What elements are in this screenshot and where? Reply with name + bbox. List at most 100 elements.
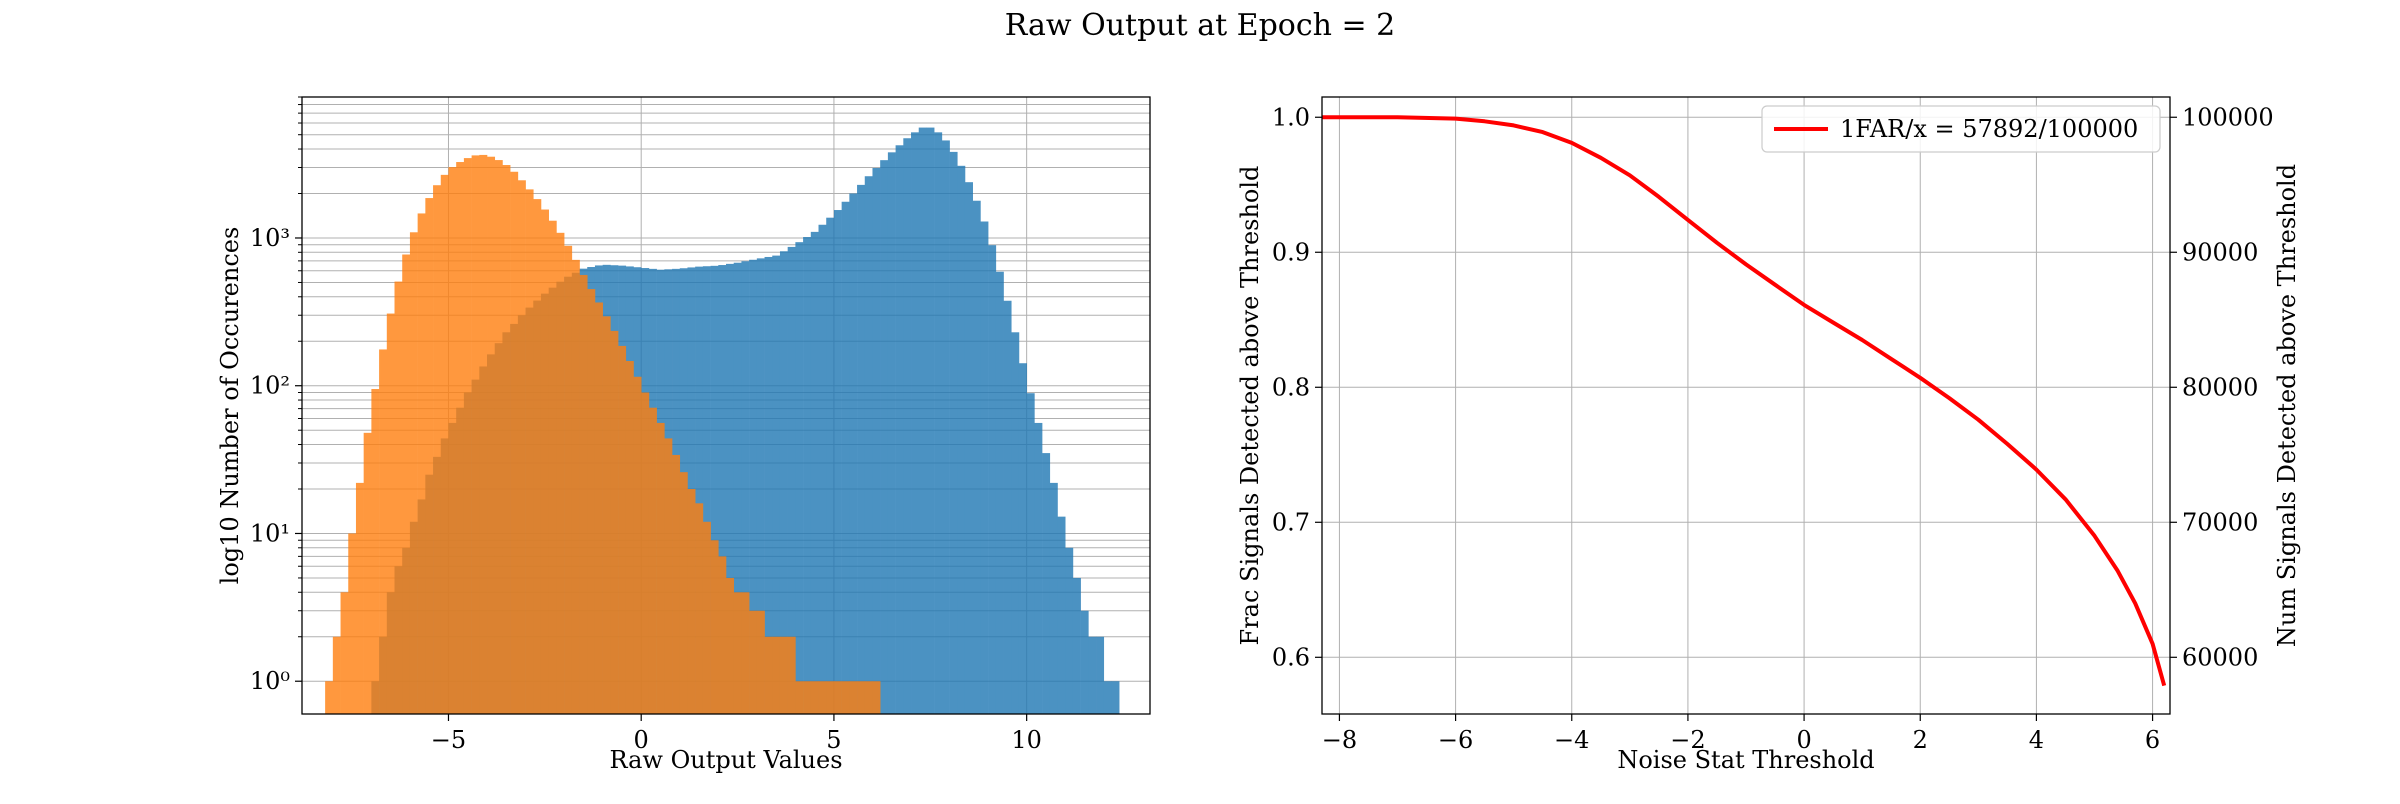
x-axis-label: Noise Stat Threshold [1617, 746, 1874, 774]
histogram-bar [718, 556, 727, 714]
histogram-bar [864, 681, 873, 714]
histogram-bar [417, 213, 426, 714]
y2-tick-label: 70000 [2182, 508, 2258, 536]
histogram-series-2 [325, 154, 881, 715]
histogram-bar [934, 132, 943, 714]
histogram-bar [664, 438, 673, 714]
histogram-bar [749, 610, 758, 714]
y2-tick-label: 80000 [2182, 373, 2258, 401]
histogram-bar [795, 681, 804, 714]
histogram-bar [702, 521, 711, 714]
histogram-bar [363, 432, 372, 714]
histogram-bar [995, 271, 1004, 714]
histogram-bar [448, 167, 457, 714]
x-axis-label: Raw Output Values [609, 746, 842, 774]
histogram-bar [332, 636, 341, 714]
y2-tick-label: 100000 [2182, 103, 2274, 131]
x-tick-label: 6 [2145, 726, 2160, 754]
x-tick-label: −4 [1554, 726, 1589, 754]
histogram-bar [810, 681, 819, 714]
series-line-1 [1322, 115, 2167, 687]
histogram-bar [695, 266, 704, 714]
x-tick-label: 2 [1913, 726, 1928, 754]
histogram-bar [510, 171, 519, 714]
histogram-bar [795, 242, 804, 714]
y-tick-label: 1.0 [1272, 103, 1310, 131]
histogram-bar [1057, 516, 1066, 714]
histogram-bar [779, 251, 788, 714]
histogram-bar [749, 259, 758, 714]
histogram-bar [818, 224, 827, 714]
histogram-bar [587, 289, 596, 714]
y-tick-label: 0.9 [1272, 238, 1310, 266]
histogram-bar [918, 127, 927, 715]
histogram-bar [733, 592, 742, 714]
y-axis-label: log10 Number of Occurences [216, 227, 244, 585]
y-tick-label: 10⁰ [250, 667, 290, 695]
histogram-bar [571, 259, 580, 714]
histogram-bar [409, 232, 418, 715]
histogram-bar [1103, 681, 1112, 714]
x-tick-label: 5 [826, 726, 841, 754]
histogram-bar [641, 392, 650, 714]
histogram-bar [803, 237, 812, 714]
histogram-bar [695, 503, 704, 714]
histogram-bar [371, 389, 380, 714]
histogram-bar [1072, 577, 1081, 714]
histogram-bar [980, 221, 989, 714]
histogram-bar [1111, 681, 1120, 714]
legend: 1FAR/x = 57892/100000 [1761, 105, 2161, 153]
histogram-bar [1080, 610, 1089, 714]
histogram-bar [540, 209, 549, 714]
histogram-bar [679, 472, 688, 714]
y2-tick-label: 90000 [2182, 238, 2258, 266]
histogram-bar [594, 302, 603, 714]
histogram-bar [1003, 300, 1012, 714]
histogram-bar [386, 313, 395, 714]
histogram-bar [957, 165, 966, 714]
histogram-bar [1049, 482, 1058, 714]
histogram-bar [379, 349, 388, 714]
x-tick-label: 0 [634, 726, 649, 754]
histogram-bar [440, 174, 449, 714]
histogram-bar [826, 681, 835, 714]
histogram-bar [672, 454, 681, 714]
y2-tick-label: 60000 [2182, 643, 2258, 671]
histogram-bar [857, 681, 866, 714]
histogram-bar [687, 489, 696, 714]
histogram-bar [779, 636, 788, 714]
histogram-bar [602, 316, 611, 714]
histogram-bar [841, 681, 850, 714]
histogram-bar [864, 176, 873, 715]
histogram-bar [764, 636, 773, 714]
histogram-bar [772, 255, 781, 714]
histogram-bar [648, 407, 657, 714]
x-tick-label: 0 [1796, 726, 1811, 754]
histogram-bar [833, 210, 842, 714]
figure-title: Raw Output at Epoch = 2 [1004, 8, 1396, 43]
x-tick-label: −5 [431, 726, 466, 754]
histogram-bar [625, 361, 634, 714]
histogram-bar [756, 610, 765, 714]
histogram-bar [772, 636, 781, 714]
histogram-bar [941, 140, 950, 715]
histogram-bar [849, 193, 858, 715]
histogram-bar [325, 681, 334, 714]
histogram-bar [502, 165, 511, 714]
histogram-bar [456, 162, 465, 714]
histogram-bar [833, 681, 842, 714]
histogram-bar [1065, 547, 1074, 714]
histogram-bar [718, 265, 727, 714]
histogram-bar [972, 200, 981, 714]
histogram-bar [964, 182, 973, 715]
histogram-bar [402, 254, 411, 714]
histogram-bar [533, 199, 542, 714]
histogram-bar [857, 184, 866, 715]
histogram-bar [394, 281, 403, 714]
histogram-bar [525, 189, 534, 715]
histogram-bar [756, 258, 765, 714]
histogram-frame [301, 96, 1151, 715]
histogram-bar [733, 262, 742, 714]
x-tick-label: 4 [2029, 726, 2044, 754]
